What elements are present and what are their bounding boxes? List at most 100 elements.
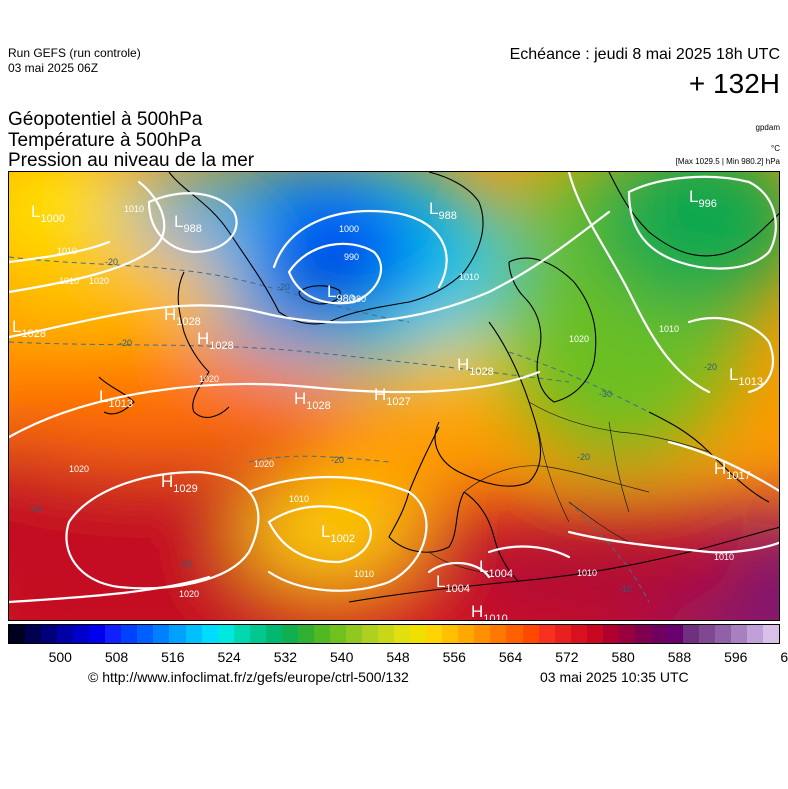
- isobar-label: 990: [344, 252, 359, 262]
- color-swatch: [233, 625, 250, 643]
- color-swatch: [666, 625, 683, 643]
- color-swatch: [313, 625, 330, 643]
- color-swatch: [329, 625, 346, 643]
- forecast-map: -20 -20 -20 -20 -30 -20 -20 -10 -10 -10: [8, 171, 780, 621]
- forecast-valid-time: Echéance : jeudi 8 mai 2025 18h UTC: [509, 46, 780, 63]
- color-swatch: [682, 625, 700, 643]
- color-swatch: [506, 625, 523, 643]
- run-date: 03 mai 2025 06Z: [8, 61, 99, 75]
- generated-time: 03 mai 2025 10:35 UTC: [540, 669, 689, 685]
- color-swatch: [265, 625, 282, 643]
- color-scale-tick: 604: [780, 649, 788, 665]
- low-pressure-centre: L1002: [321, 522, 355, 545]
- temp-label: -20: [577, 452, 590, 462]
- low-pressure-centre: L1013: [99, 387, 133, 410]
- color-scale-tick: 596: [724, 649, 748, 665]
- color-swatch: [522, 625, 539, 643]
- color-swatch: [105, 625, 122, 643]
- color-swatch: [442, 625, 459, 643]
- unit-geopotential: gpdam: [755, 123, 780, 132]
- high-pressure-centre: H1029: [161, 472, 198, 495]
- isobar-label: 1020: [569, 334, 589, 344]
- pressure-centres: L1000 L988 L980 L988 L996 L1028 H1028 H1028 H102…: [12, 187, 763, 620]
- isobar-label: 980: [351, 294, 366, 304]
- source-url: © http://www.infoclimat.fr/z/gefs/europe…: [88, 669, 409, 685]
- isobar-label: 1010: [354, 569, 374, 579]
- color-swatch: [650, 625, 667, 643]
- color-swatch: [362, 625, 379, 643]
- color-swatch: [538, 625, 555, 643]
- color-swatch: [25, 625, 42, 643]
- low-pressure-centre: L988: [429, 199, 457, 222]
- color-scale-tick: 580: [611, 649, 635, 665]
- color-swatch: [153, 625, 170, 643]
- low-pressure-centre: L1004: [479, 557, 513, 580]
- color-swatch: [121, 625, 138, 643]
- low-pressure-centre: L988: [174, 212, 202, 235]
- temp-label: -10: [29, 504, 42, 514]
- temp-label: -20: [331, 455, 344, 465]
- temp-label: -20: [277, 282, 290, 292]
- temp-label: -20: [119, 338, 132, 348]
- low-pressure-centre: L1004: [436, 572, 470, 595]
- isobar-label: 1010: [659, 324, 679, 334]
- low-pressure-centre: L980: [327, 282, 355, 305]
- color-scale-tick: 508: [104, 649, 129, 665]
- color-swatch: [89, 625, 106, 643]
- parameter-geopotential: Géopotentiel à 500hPa: [8, 109, 203, 130]
- isobar-label: 1010: [459, 272, 479, 282]
- color-swatch: [458, 625, 475, 643]
- color-swatch: [699, 625, 716, 643]
- color-swatch: [602, 625, 619, 643]
- isobar-label: 1010: [577, 568, 597, 578]
- color-swatch: [634, 625, 651, 643]
- high-pressure-centre: H1027: [374, 385, 411, 408]
- color-swatch: [570, 625, 587, 643]
- low-pressure-centre: L996: [689, 187, 717, 210]
- coastlines: [98, 172, 779, 603]
- temp-label: -20: [105, 257, 118, 267]
- color-scale-tick: 532: [273, 649, 298, 665]
- color-scale: [8, 624, 780, 644]
- color-swatch: [410, 625, 427, 643]
- color-scale-tick: 564: [498, 649, 523, 665]
- color-swatch: [281, 625, 298, 643]
- color-swatch: [618, 625, 635, 643]
- color-swatch: [345, 625, 363, 643]
- isobar-label: 1020: [254, 459, 274, 469]
- color-swatch: [9, 625, 26, 643]
- color-scale-tick: 540: [330, 649, 354, 665]
- parameter-temperature: Température à 500hPa: [8, 130, 202, 151]
- color-scale-tick: 588: [667, 649, 692, 665]
- lead-time: + 132H: [688, 68, 780, 99]
- low-pressure-centre: L1000: [31, 202, 65, 225]
- isobar-label: 1010: [59, 276, 79, 286]
- isobars: 1010 1010 1020 1010 1000 990 980 1010 10…: [9, 172, 779, 604]
- color-scale-tick: 524: [217, 649, 241, 665]
- high-pressure-centre: H1028: [457, 355, 494, 378]
- color-swatch: [297, 625, 314, 643]
- isobar-label: 1010: [714, 552, 734, 562]
- unit-temperature: °C: [771, 144, 780, 153]
- color-scale-tick: 572: [555, 649, 579, 665]
- low-pressure-centre: L1013: [729, 365, 763, 388]
- color-swatch: [41, 625, 58, 643]
- temp-label: -10: [619, 584, 632, 594]
- color-scale-tick: 516: [161, 649, 185, 665]
- color-swatch: [715, 625, 732, 643]
- parameter-pressure: Pression au niveau de la mer: [8, 150, 255, 171]
- temp-label: -20: [704, 362, 717, 372]
- color-swatch: [378, 625, 395, 643]
- color-scale-tick: 500: [48, 649, 72, 665]
- unit-pressure-range: [Max 1029.5 | Min 980.2] hPa: [675, 157, 780, 166]
- isobar-label: 1010: [124, 204, 144, 214]
- high-pressure-centre: H1028: [294, 389, 331, 412]
- color-swatch: [490, 625, 507, 643]
- isobar-label: 1010: [57, 246, 77, 256]
- color-swatch: [201, 625, 218, 643]
- color-swatch: [747, 625, 764, 643]
- high-pressure-centre: H1028: [164, 305, 201, 328]
- low-pressure-centre: L1028: [12, 317, 46, 340]
- country-borders: [428, 401, 710, 578]
- temp-label: -30: [599, 389, 612, 399]
